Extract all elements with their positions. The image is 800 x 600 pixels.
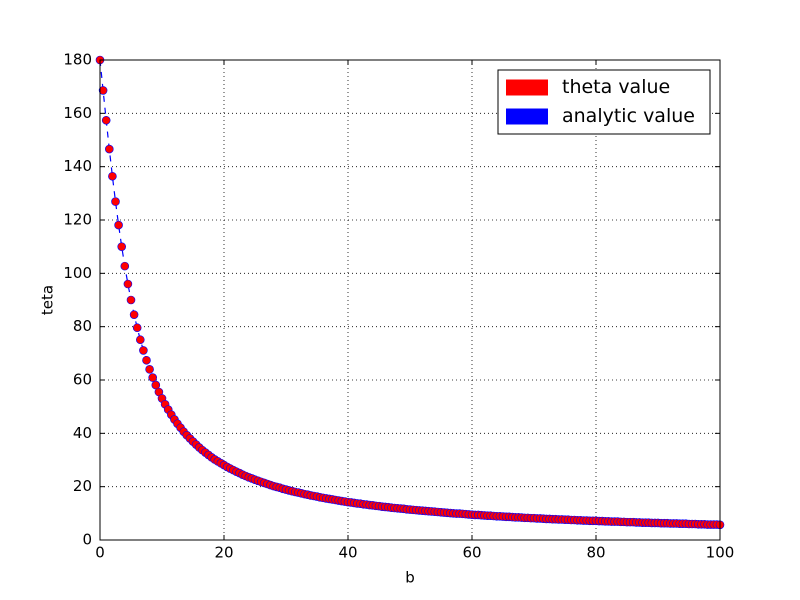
plot-frame [99, 59, 721, 541]
data-point [108, 171, 117, 181]
y-tick-label: 140 [63, 157, 92, 175]
data-point [132, 323, 142, 333]
y-tick-label: 120 [63, 211, 92, 229]
data-point [101, 115, 111, 125]
data-point [129, 310, 139, 319]
y-tick-label: 80 [73, 317, 92, 335]
x-tick-label: 100 [706, 544, 735, 562]
data-point [145, 365, 154, 374]
x-tick-label: 60 [462, 544, 481, 562]
data-point [126, 295, 136, 305]
data-point [123, 279, 133, 289]
data-point [98, 86, 108, 95]
x-tick-label: 40 [338, 544, 357, 562]
legend-swatch [506, 108, 548, 125]
y-tick-label: 160 [63, 104, 92, 122]
y-tick-label: 0 [82, 531, 92, 549]
x-tick-label: 0 [95, 544, 105, 562]
x-axis-label: b [405, 569, 415, 587]
data-point [117, 242, 126, 251]
y-axis-label: teta [39, 285, 57, 315]
x-tick-label: 20 [214, 544, 233, 562]
data-point [120, 261, 130, 271]
y-tick-label: 180 [63, 51, 92, 69]
legend-label: analytic value [562, 105, 695, 127]
data-point [136, 335, 145, 345]
data-point [114, 220, 123, 230]
y-tick-label: 40 [73, 424, 92, 442]
y-tick-label: 60 [73, 371, 92, 389]
y-tick-label: 20 [73, 477, 92, 495]
data-point [139, 346, 148, 355]
data-point [142, 355, 151, 365]
legend-swatch [506, 79, 548, 96]
x-tick-label: 80 [586, 544, 605, 562]
data-point [111, 197, 120, 206]
legend-label: theta value [562, 76, 670, 98]
data-point [148, 373, 157, 382]
y-tick-label: 100 [63, 264, 92, 282]
data-point [105, 144, 114, 154]
